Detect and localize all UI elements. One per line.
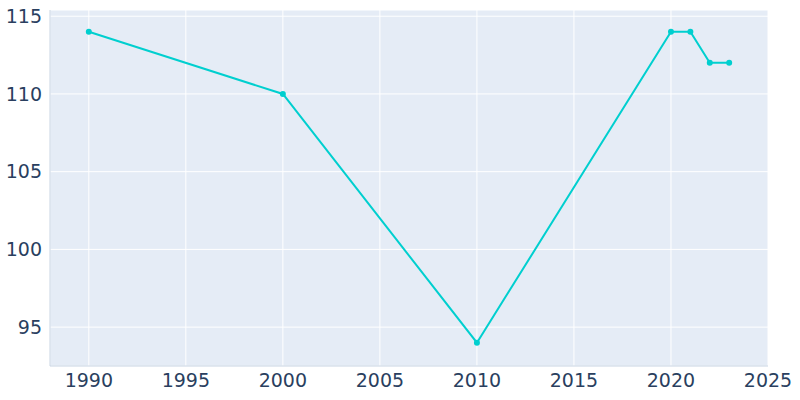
svg-text:2020: 2020 — [647, 369, 695, 391]
svg-text:95: 95 — [18, 316, 42, 338]
svg-text:1990: 1990 — [65, 369, 113, 391]
svg-text:1995: 1995 — [162, 369, 210, 391]
svg-text:115: 115 — [8, 5, 42, 27]
svg-text:2005: 2005 — [356, 369, 404, 391]
svg-text:2025: 2025 — [744, 369, 792, 391]
svg-text:2000: 2000 — [259, 369, 307, 391]
svg-text:2015: 2015 — [550, 369, 598, 391]
svg-text:100: 100 — [8, 238, 42, 260]
svg-text:2010: 2010 — [453, 369, 501, 391]
svg-text:105: 105 — [8, 160, 42, 182]
svg-text:110: 110 — [8, 83, 42, 105]
